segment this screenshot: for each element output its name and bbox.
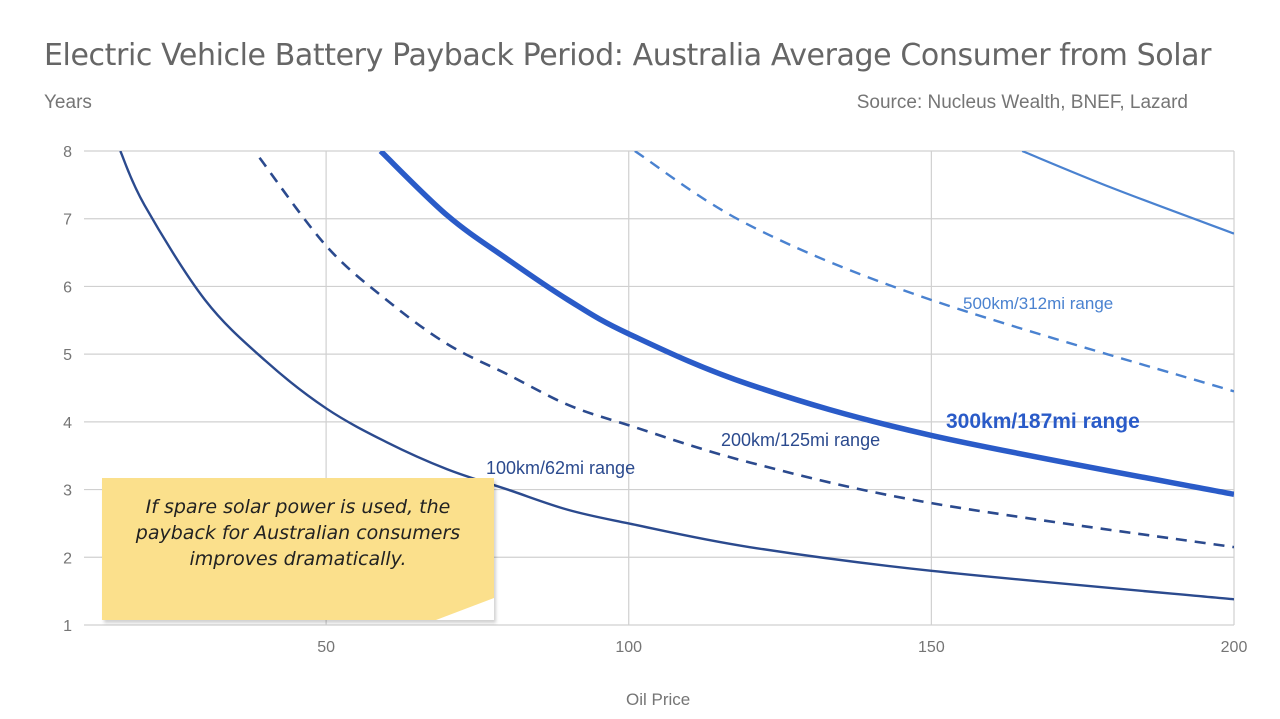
- y-tick-label: 2: [63, 550, 72, 567]
- y-tick-label: 8: [63, 144, 72, 161]
- chart-title: Electric Vehicle Battery Payback Period:…: [44, 38, 1212, 73]
- x-tick-label: 150: [918, 639, 945, 656]
- y-tick-label: 7: [63, 212, 72, 229]
- label-300km: 300km/187mi range: [946, 410, 1140, 433]
- y-tick-label: 3: [63, 483, 72, 500]
- label-200km: 200km/125mi range: [721, 430, 880, 450]
- label-500km: 500km/312mi range: [963, 294, 1113, 313]
- series-500km-line: [634, 151, 1234, 393]
- series-extra-range-line: [1021, 151, 1234, 235]
- sticky-note: If spare solar power is used, the paybac…: [102, 478, 494, 620]
- y-tick-label: 4: [63, 415, 72, 432]
- series-300km-line: [378, 151, 1234, 498]
- y-tick-label: 1: [63, 618, 72, 635]
- series-200km-line: [258, 156, 1234, 549]
- x-tick-label: 200: [1221, 639, 1248, 656]
- source-note: Source: Nucleus Wealth, BNEF, Lazard: [856, 92, 1188, 113]
- label-100km: 100km/62mi range: [486, 458, 635, 478]
- sticky-note-text: If spare solar power is used, the paybac…: [135, 496, 461, 570]
- x-tick-label: 100: [615, 639, 642, 656]
- y-axis-label: Years: [44, 92, 92, 113]
- sticky-note-fold: [436, 598, 494, 620]
- x-tick-label: 50: [317, 639, 335, 656]
- y-tick-label: 6: [63, 279, 72, 296]
- x-axis-label: Oil Price: [626, 690, 691, 709]
- y-tick-label: 5: [63, 347, 72, 364]
